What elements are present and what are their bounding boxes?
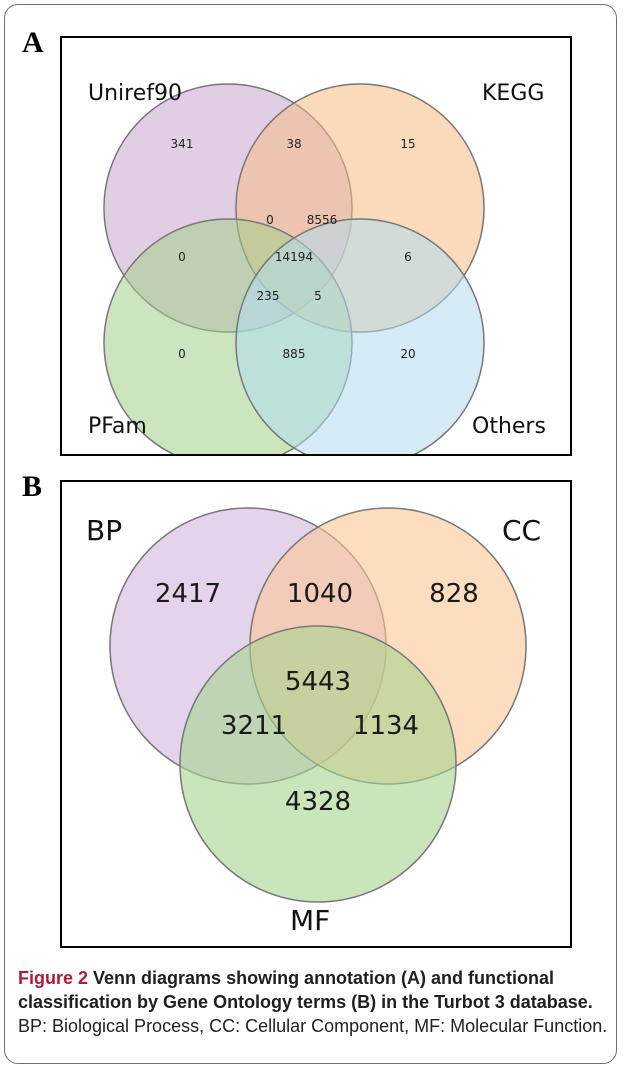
region-uniref-only: 341 xyxy=(171,137,194,151)
label-pfam: PFam xyxy=(88,414,147,439)
panel-a-letter: A xyxy=(22,26,44,59)
region-pfam-others: 885 xyxy=(283,347,306,361)
label-uniref90: Uniref90 xyxy=(88,81,182,106)
label-cc: CC xyxy=(502,514,541,547)
panel-a-box: Uniref90 KEGG PFam Others 341 38 15 0 85… xyxy=(60,36,572,468)
venn-diagram-b: BP CC MF 2417 1040 828 5443 3211 1134 43… xyxy=(86,507,541,937)
region-bp-mf: 3211 xyxy=(221,711,287,741)
region-kegg-pfam-others: 5 xyxy=(314,289,322,303)
caption-title: Venn diagrams showing annotation (A) and… xyxy=(18,968,593,1012)
region-others-only: 20 xyxy=(400,347,415,361)
region-uniref-kegg: 38 xyxy=(286,137,301,151)
panel-b-letter: B xyxy=(22,470,43,503)
region-all-four: 14194 xyxy=(275,250,313,264)
region-bp-only: 2417 xyxy=(155,579,221,609)
venn-diagram-a: Uniref90 KEGG PFam Others 341 38 15 0 85… xyxy=(88,81,546,468)
region-uniref-kegg-pfam: 0 xyxy=(266,213,274,227)
circle-mf xyxy=(179,625,457,903)
region-bp-cc: 1040 xyxy=(287,579,353,609)
figure-frame xyxy=(4,4,617,1064)
region-cc-mf: 1134 xyxy=(353,711,419,741)
region-cc-only: 828 xyxy=(429,579,479,609)
region-all-three: 5443 xyxy=(285,667,351,697)
caption-label: Figure 2 xyxy=(18,968,89,988)
figure-caption: Figure 2 Venn diagrams showing annotatio… xyxy=(18,966,613,1038)
caption-body: BP: Biological Process, CC: Cellular Com… xyxy=(18,1016,608,1036)
label-mf: MF xyxy=(290,904,330,937)
circle-others xyxy=(235,218,485,468)
region-pfam-only: 0 xyxy=(178,347,186,361)
region-uniref-kegg-others: 8556 xyxy=(307,213,338,227)
region-kegg-others: 6 xyxy=(404,250,412,264)
label-bp: BP xyxy=(86,514,122,547)
region-uniref-pfam-others: 235 xyxy=(257,289,280,303)
region-mf-only: 4328 xyxy=(285,787,351,817)
region-kegg-only: 15 xyxy=(400,137,415,151)
region-uniref-pfam: 0 xyxy=(178,250,186,264)
label-others: Others xyxy=(472,414,546,439)
panel-b-box: BP CC MF 2417 1040 828 5443 3211 1134 43… xyxy=(60,480,572,948)
label-kegg: KEGG xyxy=(482,81,544,106)
